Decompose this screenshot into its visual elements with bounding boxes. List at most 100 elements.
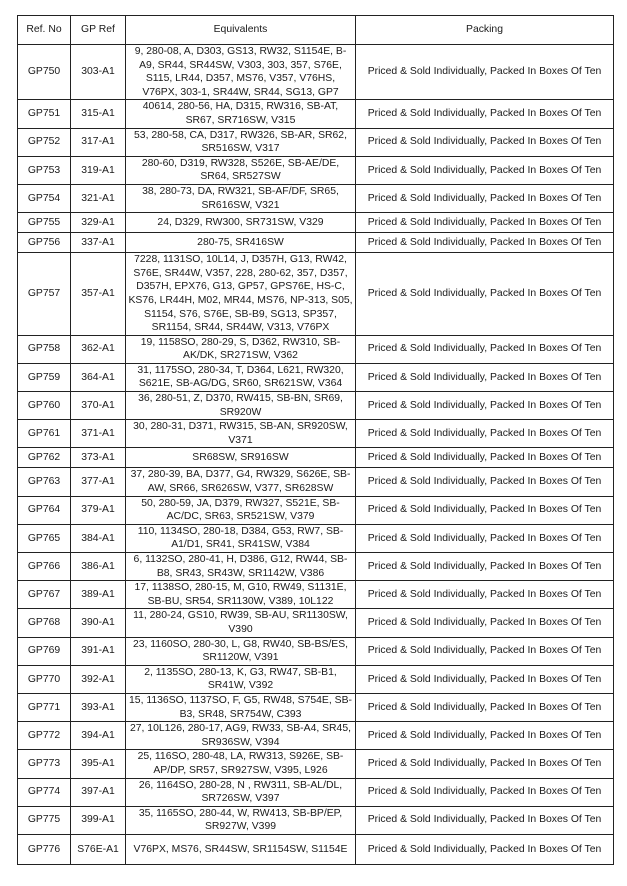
header-gp-ref: GP Ref xyxy=(70,15,126,45)
cell-ref-no: GP770 xyxy=(17,664,71,694)
cell-gp-ref: 391-A1 xyxy=(70,636,126,666)
cell-gp-ref: 315-A1 xyxy=(70,99,126,129)
cell-gp-ref: 389-A1 xyxy=(70,580,126,610)
cell-gp-ref: 357-A1 xyxy=(70,252,126,336)
cell-ref-no: GP769 xyxy=(17,636,71,666)
cell-gp-ref: 394-A1 xyxy=(70,721,126,751)
cell-gp-ref: 317-A1 xyxy=(70,127,126,157)
table-row: GP769 391-A1 23, 1160SO, 280-30, L, G8, RW… xyxy=(17,636,614,666)
cell-packing: Priced & Sold Individually, Packed In Bo… xyxy=(355,805,614,835)
cell-packing: Priced & Sold Individually, Packed In Bo… xyxy=(355,334,614,364)
header-equivalents: Equivalents xyxy=(125,15,356,45)
cell-ref-no: GP757 xyxy=(17,252,71,336)
cell-ref-no: GP754 xyxy=(17,183,71,214)
table-row: GP773 395-A1 25, 116SO, 280-48, LA, RW313,… xyxy=(17,749,614,779)
cell-gp-ref: 337-A1 xyxy=(70,232,126,254)
cell-gp-ref: 377-A1 xyxy=(70,467,126,497)
cell-gp-ref: S76E-A1 xyxy=(70,833,126,865)
cell-equivalents: 31, 1175SO, 280-34, T, D364, L621, RW320… xyxy=(125,362,356,393)
table-row: GP770 392-A1 2, 1135SO, 280-13, K, G3, RW4… xyxy=(17,664,614,694)
table-row: GP759 364-A1 31, 1175SO, 280-34, T, D364, … xyxy=(17,362,614,393)
table-body: GP750 303-A1 9, 280-08, A, D303, GS13, RW3… xyxy=(17,43,614,865)
table-row: GP768 390-A1 11, 280-24, GS10, RW39, SB-AU… xyxy=(17,608,614,638)
cell-equivalents: 280-75, SR416SW xyxy=(125,232,356,254)
cell-gp-ref: 399-A1 xyxy=(70,805,126,835)
cell-ref-no: GP762 xyxy=(17,447,71,469)
table-row: GP764 379-A1 50, 280-59, JA, D379, RW327, … xyxy=(17,495,614,525)
table-row: GP772 394-A1 27, 10L126, 280-17, AG9, RW33… xyxy=(17,721,614,751)
table-row: GP752 317-A1 53, 280-58, CA, D317, RW326, … xyxy=(17,127,614,157)
cell-packing: Priced & Sold Individually, Packed In Bo… xyxy=(355,155,614,185)
header-row: Ref. No GP Ref Equivalents Packing xyxy=(17,15,614,45)
cell-equivalents: 24, D329, RW300, SR731SW, V329 xyxy=(125,212,356,234)
cell-gp-ref: 329-A1 xyxy=(70,212,126,234)
cell-ref-no: GP758 xyxy=(17,334,71,364)
cell-equivalents: 23, 1160SO, 280-30, L, G8, RW40, SB-BS/E… xyxy=(125,636,356,666)
cell-ref-no: GP764 xyxy=(17,495,71,525)
cell-gp-ref: 321-A1 xyxy=(70,183,126,214)
cell-packing: Priced & Sold Individually, Packed In Bo… xyxy=(355,608,614,638)
cell-gp-ref: 384-A1 xyxy=(70,523,126,554)
cell-ref-no: GP763 xyxy=(17,467,71,497)
cell-equivalents: 53, 280-58, CA, D317, RW326, SB-AR, SR62… xyxy=(125,127,356,157)
cell-ref-no: GP753 xyxy=(17,155,71,185)
cell-equivalents: 26, 1164SO, 280-28, N , RW311, SB-AL/DL,… xyxy=(125,777,356,807)
cell-packing: Priced & Sold Individually, Packed In Bo… xyxy=(355,99,614,129)
table-row: GP751 315-A1 40614, 280-56, HA, D315, RW31… xyxy=(17,99,614,129)
cell-packing: Priced & Sold Individually, Packed In Bo… xyxy=(355,183,614,214)
cell-equivalents: 19, 1158SO, 280-29, S, D362, RW310, SB-A… xyxy=(125,334,356,364)
cell-packing: Priced & Sold Individually, Packed In Bo… xyxy=(355,551,614,582)
cell-ref-no: GP767 xyxy=(17,580,71,610)
cell-equivalents: 40614, 280-56, HA, D315, RW316, SB-AT, S… xyxy=(125,99,356,129)
cell-equivalents: 7228, 1131SO, 10L14, J, D357H, G13, RW42… xyxy=(125,252,356,336)
table-row: GP776 S76E-A1 V76PX, MS76, SR44SW, SR1154S… xyxy=(17,833,614,865)
cell-gp-ref: 397-A1 xyxy=(70,777,126,807)
cell-ref-no: GP765 xyxy=(17,523,71,554)
cell-equivalents: 30, 280-31, D371, RW315, SB-AN, SR920SW,… xyxy=(125,419,356,449)
header-ref-no: Ref. No xyxy=(17,15,71,45)
cell-equivalents: 38, 280-73, DA, RW321, SB-AF/DF, SR65, S… xyxy=(125,183,356,214)
table-row: GP765 384-A1 110, 1134SO, 280-18, D384, G5… xyxy=(17,523,614,554)
cell-gp-ref: 362-A1 xyxy=(70,334,126,364)
table-row: GP766 386-A1 6, 1132SO, 280-41, H, D386, G… xyxy=(17,551,614,582)
cell-gp-ref: 364-A1 xyxy=(70,362,126,393)
cell-packing: Priced & Sold Individually, Packed In Bo… xyxy=(355,833,614,865)
cell-ref-no: GP751 xyxy=(17,99,71,129)
table-row: GP756 337-A1 280-75, SR416SW Priced & Sold … xyxy=(17,232,614,254)
table-row: GP774 397-A1 26, 1164SO, 280-28, N , RW311… xyxy=(17,777,614,807)
cell-gp-ref: 392-A1 xyxy=(70,664,126,694)
cell-gp-ref: 393-A1 xyxy=(70,692,126,723)
cell-equivalents: 17, 1138SO, 280-15, M, G10, RW49, S1131E… xyxy=(125,580,356,610)
battery-equivalents-table: Ref. No GP Ref Equivalents Packing GP750… xyxy=(17,15,614,865)
cell-ref-no: GP772 xyxy=(17,721,71,751)
table-row: GP762 373-A1 SR68SW, SR916SW Priced & Sold … xyxy=(17,447,614,469)
cell-packing: Priced & Sold Individually, Packed In Bo… xyxy=(355,636,614,666)
cell-packing: Priced & Sold Individually, Packed In Bo… xyxy=(355,467,614,497)
cell-equivalents: SR68SW, SR916SW xyxy=(125,447,356,469)
cell-packing: Priced & Sold Individually, Packed In Bo… xyxy=(355,749,614,779)
cell-equivalents: 36, 280-51, Z, D370, RW415, SB-BN, SR69,… xyxy=(125,391,356,421)
cell-packing: Priced & Sold Individually, Packed In Bo… xyxy=(355,523,614,554)
cell-gp-ref: 373-A1 xyxy=(70,447,126,469)
cell-packing: Priced & Sold Individually, Packed In Bo… xyxy=(355,495,614,525)
cell-equivalents: 9, 280-08, A, D303, GS13, RW32, S1154E, … xyxy=(125,43,356,101)
cell-ref-no: GP771 xyxy=(17,692,71,723)
cell-equivalents: V76PX, MS76, SR44SW, SR1154SW, S1154E xyxy=(125,833,356,865)
cell-packing: Priced & Sold Individually, Packed In Bo… xyxy=(355,419,614,449)
cell-gp-ref: 379-A1 xyxy=(70,495,126,525)
cell-ref-no: GP750 xyxy=(17,43,71,101)
cell-packing: Priced & Sold Individually, Packed In Bo… xyxy=(355,362,614,393)
cell-equivalents: 11, 280-24, GS10, RW39, SB-AU, SR1130SW,… xyxy=(125,608,356,638)
cell-ref-no: GP776 xyxy=(17,833,71,865)
cell-packing: Priced & Sold Individually, Packed In Bo… xyxy=(355,580,614,610)
cell-ref-no: GP768 xyxy=(17,608,71,638)
cell-packing: Priced & Sold Individually, Packed In Bo… xyxy=(355,447,614,469)
cell-gp-ref: 395-A1 xyxy=(70,749,126,779)
table-row: GP757 357-A1 7228, 1131SO, 10L14, J, D357H… xyxy=(17,252,614,336)
cell-ref-no: GP773 xyxy=(17,749,71,779)
cell-gp-ref: 303-A1 xyxy=(70,43,126,101)
table-row: GP760 370-A1 36, 280-51, Z, D370, RW415, S… xyxy=(17,391,614,421)
cell-ref-no: GP775 xyxy=(17,805,71,835)
cell-packing: Priced & Sold Individually, Packed In Bo… xyxy=(355,664,614,694)
cell-equivalents: 27, 10L126, 280-17, AG9, RW33, SB-A4, SR… xyxy=(125,721,356,751)
